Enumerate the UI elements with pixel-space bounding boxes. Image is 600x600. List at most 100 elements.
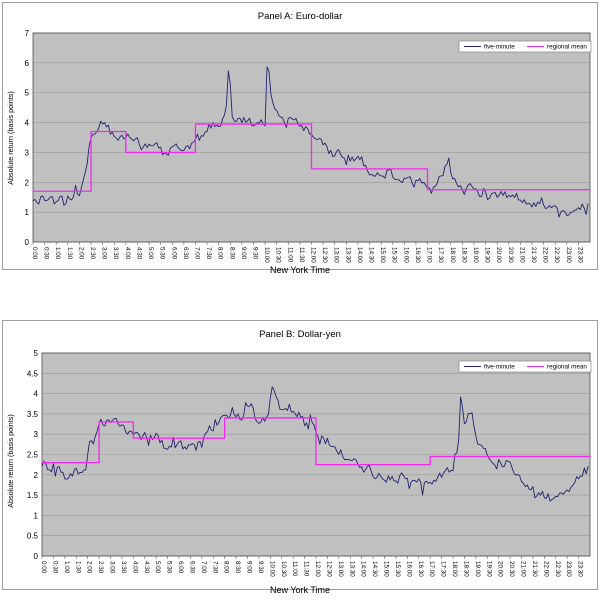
- svg-text:17:00: 17:00: [428, 561, 435, 577]
- svg-text:5: 5: [25, 89, 30, 98]
- svg-text:15:00: 15:00: [379, 247, 386, 263]
- svg-text:7: 7: [25, 29, 30, 38]
- svg-text:23:30: 23:30: [577, 561, 584, 577]
- svg-text:1:30: 1:30: [66, 247, 73, 260]
- svg-text:20:30: 20:30: [508, 561, 515, 577]
- svg-text:8:00: 8:00: [217, 247, 224, 260]
- svg-text:Absolute return (basis points): Absolute return (basis points): [6, 414, 15, 507]
- svg-text:11:30: 11:30: [298, 247, 305, 263]
- svg-text:10:30: 10:30: [275, 247, 282, 263]
- svg-text:15:00: 15:00: [383, 561, 390, 577]
- svg-text:17:00: 17:00: [426, 247, 433, 263]
- svg-text:14:30: 14:30: [371, 561, 378, 577]
- svg-text:13:30: 13:30: [344, 247, 351, 263]
- svg-text:6:30: 6:30: [182, 247, 189, 260]
- svg-text:5:00: 5:00: [147, 247, 154, 260]
- svg-text:20:00: 20:00: [495, 247, 502, 263]
- svg-text:8:30: 8:30: [234, 561, 241, 574]
- svg-text:2:00: 2:00: [77, 247, 84, 260]
- svg-text:6:30: 6:30: [188, 561, 195, 574]
- svg-text:15:30: 15:30: [394, 561, 401, 577]
- svg-text:17:30: 17:30: [437, 247, 444, 263]
- svg-text:22:30: 22:30: [554, 561, 561, 577]
- svg-text:16:30: 16:30: [414, 247, 421, 263]
- svg-text:9:00: 9:00: [240, 247, 247, 260]
- svg-text:7:30: 7:30: [211, 561, 218, 574]
- svg-text:2:30: 2:30: [89, 247, 96, 260]
- svg-text:12:30: 12:30: [325, 561, 332, 577]
- svg-text:3:30: 3:30: [112, 247, 119, 260]
- svg-text:1:00: 1:00: [63, 561, 70, 574]
- svg-text:10:00: 10:00: [268, 561, 275, 577]
- svg-text:13:00: 13:00: [333, 247, 340, 263]
- svg-text:0.5: 0.5: [27, 532, 39, 541]
- svg-text:14:30: 14:30: [368, 247, 375, 263]
- svg-text:20:00: 20:00: [497, 561, 504, 577]
- svg-text:14:00: 14:00: [360, 561, 367, 577]
- svg-text:12:00: 12:00: [310, 247, 317, 263]
- svg-text:0:00: 0:00: [40, 561, 47, 574]
- svg-text:5:30: 5:30: [166, 561, 173, 574]
- svg-text:3:00: 3:00: [101, 247, 108, 260]
- svg-text:0:30: 0:30: [51, 561, 58, 574]
- svg-text:4:00: 4:00: [124, 247, 131, 260]
- svg-text:0:00: 0:00: [31, 247, 38, 260]
- svg-text:4:00: 4:00: [131, 561, 138, 574]
- svg-text:16:30: 16:30: [417, 561, 424, 577]
- svg-text:14:00: 14:00: [356, 247, 363, 263]
- svg-text:7:00: 7:00: [200, 561, 207, 574]
- svg-text:5: 5: [34, 349, 39, 358]
- svg-text:16:00: 16:00: [402, 247, 409, 263]
- svg-text:5:30: 5:30: [159, 247, 166, 260]
- svg-text:19:00: 19:00: [472, 247, 479, 263]
- svg-text:23:00: 23:00: [565, 561, 572, 577]
- svg-text:4.5: 4.5: [27, 369, 39, 378]
- svg-text:7:00: 7:00: [193, 247, 200, 260]
- svg-text:0: 0: [34, 552, 39, 561]
- svg-text:12:00: 12:00: [314, 561, 321, 577]
- svg-text:Absolute return (basis points): Absolute return (basis points): [6, 91, 15, 184]
- svg-text:22:00: 22:00: [542, 247, 549, 263]
- svg-text:18:30: 18:30: [460, 247, 467, 263]
- svg-text:4:30: 4:30: [143, 561, 150, 574]
- svg-text:21:30: 21:30: [531, 561, 538, 577]
- svg-text:22:00: 22:00: [542, 561, 549, 577]
- svg-text:18:00: 18:00: [451, 561, 458, 577]
- svg-text:2:00: 2:00: [86, 561, 93, 574]
- svg-text:1:30: 1:30: [74, 561, 81, 574]
- svg-text:five-minute: five-minute: [484, 44, 515, 51]
- svg-text:6: 6: [25, 59, 30, 68]
- svg-text:1:00: 1:00: [54, 247, 61, 260]
- svg-text:6:00: 6:00: [177, 561, 184, 574]
- svg-text:20:30: 20:30: [507, 247, 514, 263]
- svg-text:19:00: 19:00: [474, 561, 481, 577]
- svg-text:3: 3: [34, 430, 39, 439]
- svg-text:0:30: 0:30: [43, 247, 50, 260]
- svg-text:18:30: 18:30: [462, 561, 469, 577]
- svg-text:9:30: 9:30: [251, 247, 258, 260]
- svg-text:13:30: 13:30: [348, 561, 355, 577]
- svg-text:17:30: 17:30: [440, 561, 447, 577]
- svg-text:21:00: 21:00: [520, 561, 527, 577]
- svg-text:23:30: 23:30: [576, 247, 583, 263]
- svg-text:3:00: 3:00: [109, 561, 116, 574]
- svg-text:7:30: 7:30: [205, 247, 212, 260]
- svg-text:11:30: 11:30: [303, 561, 310, 577]
- svg-text:3.5: 3.5: [27, 410, 39, 419]
- svg-text:8:30: 8:30: [228, 247, 235, 260]
- svg-text:3:30: 3:30: [120, 561, 127, 574]
- svg-text:21:00: 21:00: [518, 247, 525, 263]
- svg-text:10:30: 10:30: [280, 561, 287, 577]
- svg-text:9:30: 9:30: [257, 561, 264, 574]
- svg-text:10:00: 10:00: [263, 247, 270, 263]
- svg-text:2: 2: [34, 471, 39, 480]
- svg-text:15:30: 15:30: [391, 247, 398, 263]
- svg-text:2:30: 2:30: [97, 561, 104, 574]
- svg-text:1: 1: [34, 511, 39, 520]
- svg-text:five-minute: five-minute: [484, 364, 515, 371]
- svg-text:9:00: 9:00: [246, 561, 253, 574]
- svg-text:regional mean: regional mean: [547, 364, 587, 371]
- svg-text:11:00: 11:00: [286, 247, 293, 263]
- svg-text:22:30: 22:30: [553, 247, 560, 263]
- svg-text:18:00: 18:00: [449, 247, 456, 263]
